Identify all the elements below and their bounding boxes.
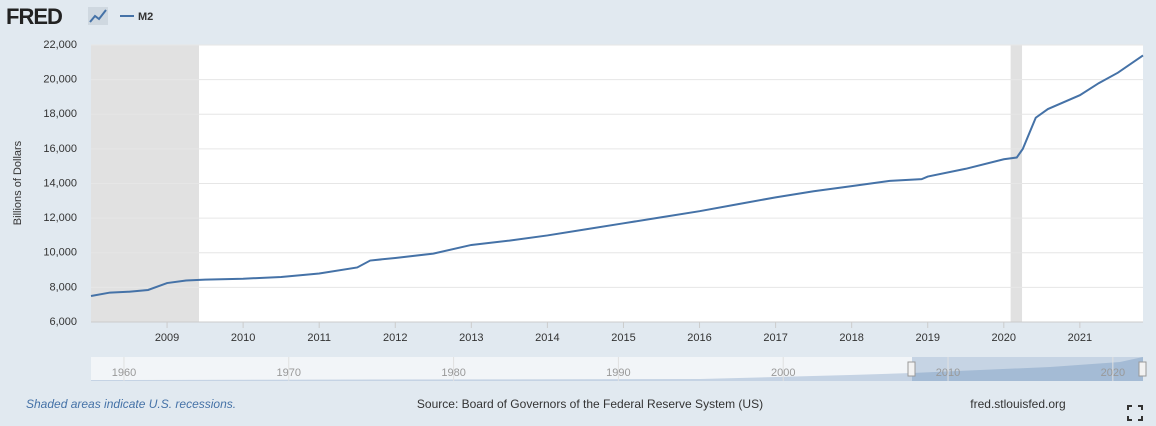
- x-tick-label: 2011: [307, 332, 331, 344]
- y-tick-label: 8,000: [49, 281, 77, 293]
- logo-icon: [88, 7, 108, 25]
- series-line: [90, 54, 1144, 298]
- y-tick-label: 18,000: [43, 108, 77, 120]
- navigator-tick-label: 2020: [1101, 367, 1125, 379]
- x-tick-label: 2012: [383, 332, 407, 344]
- x-tick-label: 2019: [915, 332, 939, 344]
- navigator-tick-label: 2000: [771, 367, 795, 379]
- logo: FRED: [6, 4, 62, 29]
- x-tick-label: 2015: [611, 332, 635, 344]
- y-tick-label: 12,000: [43, 212, 77, 224]
- navigator-handle[interactable]: [1138, 361, 1147, 377]
- source: Source: Board of Governors of the Federa…: [417, 397, 763, 411]
- x-tick-label: 2018: [839, 332, 863, 344]
- footnote: Shaded areas indicate U.S. recessions.: [26, 397, 236, 411]
- navigator-tick-label: 1990: [606, 367, 630, 379]
- x-tick-label: 2013: [459, 332, 483, 344]
- y-axis-label: Billions of Dollars: [12, 140, 24, 225]
- y-tick-label: 14,000: [43, 177, 77, 189]
- x-tick-label: 2010: [231, 332, 255, 344]
- y-tick-label: 16,000: [43, 143, 77, 155]
- navigator-tick-label: 1960: [112, 367, 136, 379]
- navigator-tick-label: 1980: [441, 367, 465, 379]
- y-tick-label: 22,000: [43, 39, 77, 51]
- x-tick-label: 2009: [155, 332, 179, 344]
- navigator-area: [91, 357, 1143, 381]
- fullscreen-button[interactable]: [1127, 405, 1143, 421]
- x-tick-label: 2014: [535, 332, 559, 344]
- x-tick-label: 2016: [687, 332, 711, 344]
- site-link[interactable]: fred.stlouisfed.org: [970, 397, 1065, 411]
- y-tick-label: 10,000: [43, 247, 77, 259]
- legend-label: M2: [138, 11, 153, 23]
- x-tick-label: 2021: [1068, 332, 1092, 344]
- y-tick-label: 20,000: [43, 74, 77, 86]
- x-tick-label: 2017: [763, 332, 787, 344]
- navigator-window[interactable]: [912, 357, 1143, 381]
- y-tick-label: 6,000: [49, 316, 77, 328]
- navigator-tick-label: 1970: [277, 367, 301, 379]
- navigator-tick-label: 2010: [936, 367, 960, 379]
- navigator-handle[interactable]: [907, 361, 916, 377]
- x-tick-label: 2020: [992, 332, 1016, 344]
